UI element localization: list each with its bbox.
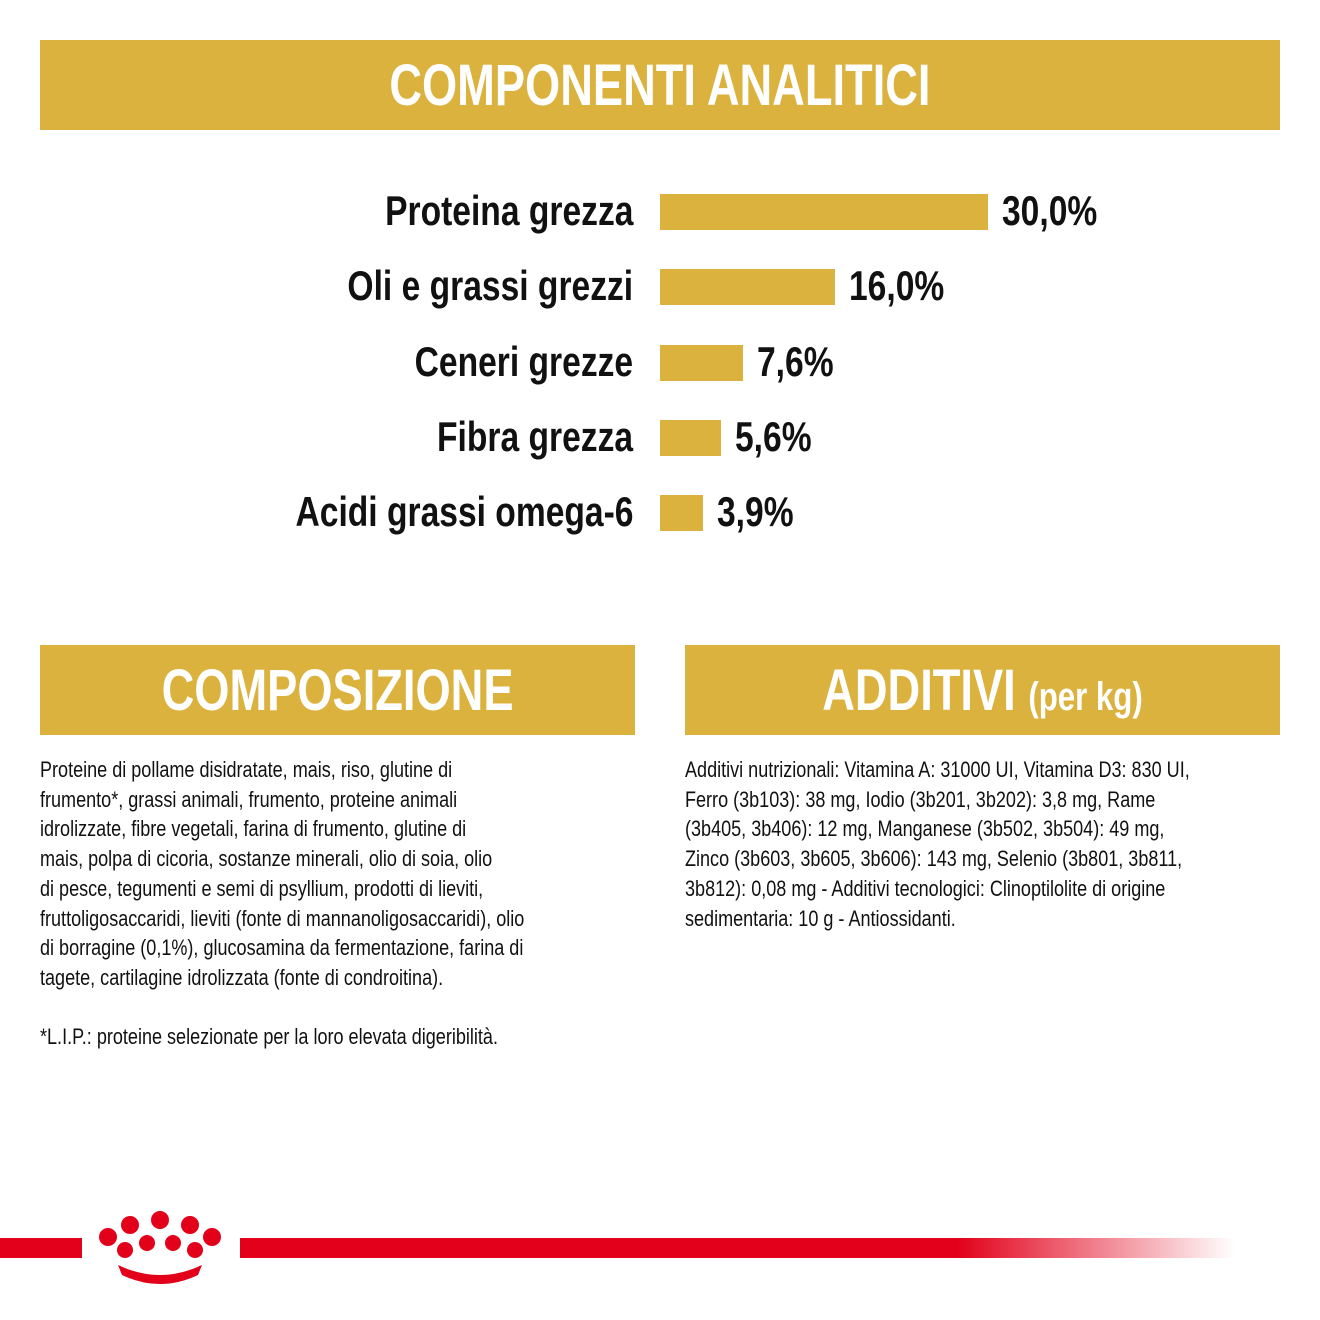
composition-title: COMPOSIZIONE bbox=[161, 657, 514, 723]
additives-title: ADDITIVI bbox=[822, 657, 1016, 723]
text-line: Ferro (3b103): 38 mg, Iodio (3b201, 3b20… bbox=[685, 786, 1156, 812]
category-label: Acidi grassi omega-6 bbox=[295, 488, 633, 536]
category-label: Proteina grezza bbox=[384, 187, 633, 234]
text-line: 3b812): 0,08 mg - Additivi tecnologici: … bbox=[685, 875, 1166, 901]
category-label: Ceneri grezze bbox=[414, 337, 633, 385]
value-label: 7,6% bbox=[757, 337, 834, 385]
crown-logo bbox=[99, 1211, 221, 1284]
category-label: Fibra grezza bbox=[436, 412, 633, 460]
text-line: Additivi nutrizionali: Vitamina A: 31000… bbox=[685, 757, 1190, 782]
bar bbox=[660, 419, 722, 456]
additives-title-wrap: ADDITIVI (per kg) bbox=[822, 657, 1143, 724]
text-line: fruttoligosaccaridi, lieviti (fonte di m… bbox=[40, 905, 525, 931]
text-line: di borragine (0,1%), glucosamina da ferm… bbox=[40, 935, 524, 961]
text-line: Zinco (3b603, 3b605, 3b606): 143 mg, Sel… bbox=[685, 846, 1183, 872]
text-line: idrolizzate, fibre vegetali, farina di f… bbox=[40, 816, 467, 842]
text-line: sedimentaria: 10 g - Antiossidanti. bbox=[685, 905, 956, 931]
footnote: *L.I.P.: proteine selezionate per la lor… bbox=[40, 1024, 498, 1049]
stripe-left bbox=[0, 1238, 82, 1258]
text-line: mais, polpa di cicoria, sostanze mineral… bbox=[40, 846, 493, 872]
text-line: Proteine di pollame disidratate, mais, r… bbox=[40, 757, 453, 782]
chart-title: COMPONENTI ANALITICI bbox=[389, 52, 931, 118]
bar bbox=[660, 495, 703, 532]
bar bbox=[660, 344, 744, 381]
value-label: 5,6% bbox=[735, 412, 812, 460]
category-label: Oli e grassi grezzi bbox=[347, 262, 633, 310]
value-label: 30,0% bbox=[1002, 187, 1098, 234]
text-line: di pesce, tegumenti e semi di psyllium, … bbox=[40, 875, 484, 901]
additives-title-note: (per kg) bbox=[1028, 674, 1143, 719]
value-label: 16,0% bbox=[848, 262, 945, 310]
text-line: frumento*, grassi animali, frumento, pro… bbox=[40, 786, 458, 812]
text-line: tagete, cartilagine idrolizzata (fonte d… bbox=[40, 964, 444, 990]
additives-band: ADDITIVI (per kg) bbox=[685, 645, 1280, 735]
text-line: (3b405, 3b406): 12 mg, Manganese (3b502,… bbox=[685, 816, 1165, 842]
stripe-right bbox=[240, 1238, 1235, 1258]
bar bbox=[660, 269, 835, 306]
composition-band: COMPOSIZIONE bbox=[40, 645, 635, 735]
brand-stripe bbox=[0, 1211, 1235, 1284]
header-band: COMPONENTI ANALITICI bbox=[40, 40, 1280, 130]
bar bbox=[660, 194, 988, 230]
value-label: 3,9% bbox=[716, 488, 794, 536]
